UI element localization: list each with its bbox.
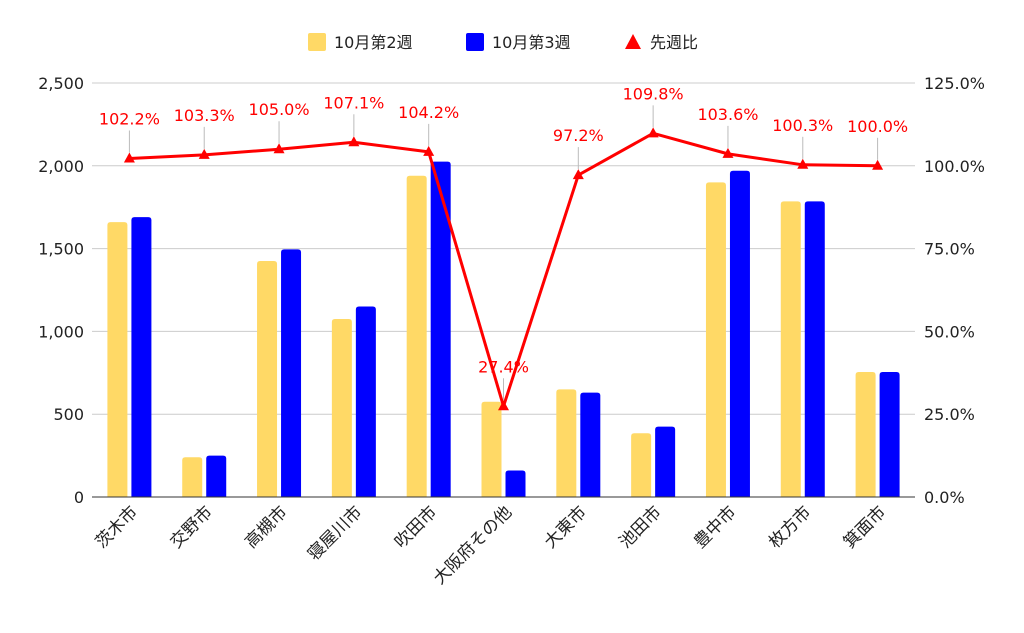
legend-label: 10月第2週: [334, 33, 413, 52]
bar-1: [481, 401, 502, 497]
bar-2: [729, 170, 750, 497]
left-tick-label: 500: [53, 405, 84, 424]
data-label: 100.0%: [847, 117, 908, 136]
legend-label: 10月第3週: [492, 33, 571, 52]
line-marker: [348, 136, 360, 147]
right-axis-ticks: 0.0% 25.0% 50.0% 75.0% 100.0% 125.0%: [924, 74, 985, 507]
right-tick-label: 50.0%: [924, 322, 975, 341]
bar-2: [281, 249, 302, 497]
bar-1: [257, 261, 278, 497]
bar-2: [879, 371, 900, 497]
line-marker: [722, 147, 734, 158]
data-label: 107.1%: [323, 93, 384, 112]
bar-1: [780, 201, 801, 498]
category-label: 高槻市: [241, 502, 291, 552]
line-marker: [797, 158, 809, 169]
right-tick-label: 125.0%: [924, 74, 985, 93]
bar-series: [92, 161, 915, 498]
bar-2: [430, 161, 451, 497]
category-label: 大東市: [541, 502, 591, 552]
line-marker: [647, 127, 659, 138]
category-label: 茨木市: [92, 502, 142, 552]
data-label: 102.2%: [99, 110, 160, 129]
bar-1: [107, 222, 128, 497]
right-tick-label: 0.0%: [924, 488, 965, 507]
data-label: 109.8%: [623, 84, 684, 103]
right-tick-label: 100.0%: [924, 157, 985, 176]
line-marker: [423, 145, 435, 156]
bar-2: [580, 392, 601, 497]
line-marker: [123, 152, 135, 163]
category-label: 交野市: [167, 502, 217, 552]
category-label: 寝屋川市: [303, 502, 366, 565]
bar-1: [705, 182, 726, 498]
data-label: 97.2%: [553, 126, 604, 145]
left-tick-label: 1,500: [38, 240, 84, 259]
bar-1: [556, 389, 577, 497]
left-axis-ticks: 0 500 1,000 1,500 2,000 2,500: [38, 74, 84, 507]
legend-swatch: [466, 33, 484, 51]
bar-1: [406, 175, 427, 497]
legend-label: 先週比: [650, 33, 698, 52]
bar-1: [182, 457, 203, 497]
right-tick-label: 75.0%: [924, 240, 975, 259]
bar-2: [655, 426, 676, 497]
data-label: 105.0%: [249, 100, 310, 119]
data-label: 103.3%: [174, 106, 235, 125]
left-tick-label: 2,000: [38, 157, 84, 176]
data-label: 100.3%: [772, 116, 833, 135]
bar-2: [804, 201, 825, 498]
line-marker: [198, 148, 210, 159]
left-tick-label: 0: [74, 488, 84, 507]
left-tick-label: 2,500: [38, 74, 84, 93]
category-label: 豊中市: [690, 502, 740, 552]
left-tick-label: 1,000: [38, 322, 84, 341]
line-marker: [498, 400, 509, 411]
bar-2: [505, 470, 526, 497]
bar-1: [631, 433, 652, 497]
legend-marker: [625, 34, 641, 49]
right-tick-label: 25.0%: [924, 405, 975, 424]
bar-1: [855, 371, 876, 497]
data-label: 27.4%: [478, 357, 529, 376]
category-label: 箕面市: [840, 502, 890, 552]
data-label: 104.2%: [398, 103, 459, 122]
bar-2: [206, 455, 227, 497]
chart-legend: 10月第2週 10月第3週 先週比: [308, 33, 698, 52]
category-label: 枚方市: [765, 502, 815, 552]
category-label: 大阪府その他: [430, 502, 516, 588]
bar-2: [131, 217, 152, 498]
category-label: 吹田市: [391, 502, 441, 552]
data-label: 103.6%: [697, 105, 758, 124]
bar-1: [331, 318, 352, 497]
bar-2: [355, 306, 376, 497]
line-marker: [273, 143, 285, 154]
data-labels: 102.2% 103.3% 105.0% 107.1% 104.2% 27.4% 97.2%…: [99, 84, 908, 401]
line-marker: [872, 159, 884, 170]
legend-swatch: [308, 33, 326, 51]
category-label: 池田市: [615, 502, 665, 552]
line-marker: [572, 169, 584, 180]
line-series: [123, 127, 884, 411]
